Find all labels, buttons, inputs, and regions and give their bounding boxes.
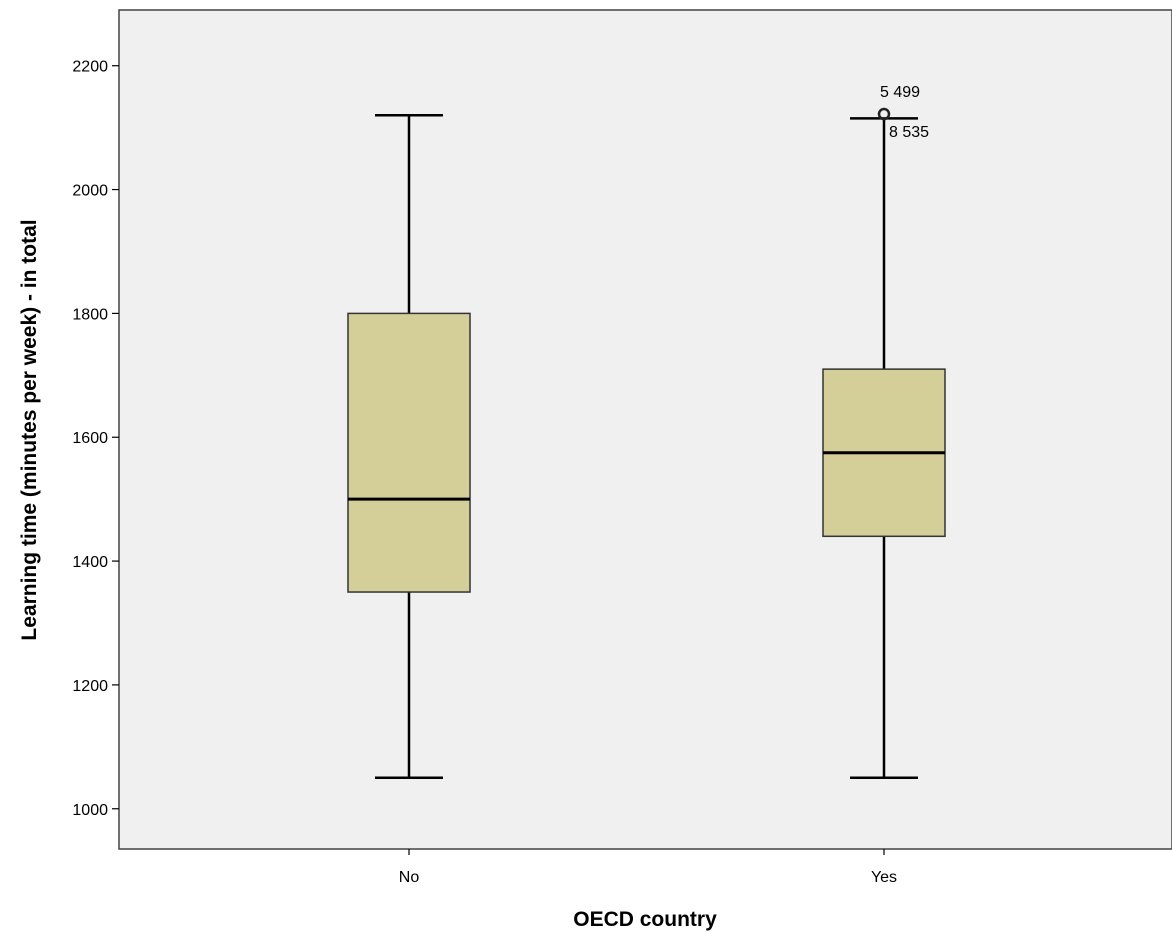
- y-axis-title: Learning time (minutes per week) - in to…: [18, 219, 41, 640]
- box-no: [347, 114, 471, 780]
- boxes: 5 499 8 535: [347, 84, 946, 780]
- y-tick-label: 2200: [72, 59, 108, 76]
- y-tick-label: 2000: [72, 183, 108, 200]
- x-axis-title: OECD country: [573, 908, 717, 931]
- plot-area: [118, 9, 1172, 850]
- box-yes: 5 499 8 535: [822, 84, 946, 780]
- y-tick-label: 1600: [72, 430, 108, 447]
- y-tick-label: 1400: [72, 554, 108, 571]
- y-tick-label: 1200: [72, 678, 108, 695]
- y-tick-label: 1000: [72, 802, 108, 819]
- x-axis: No Yes: [399, 849, 897, 886]
- outlier-label: 5 499: [880, 84, 920, 101]
- y-tick-label: 1800: [72, 306, 108, 323]
- outlier-label: 8 535: [889, 124, 929, 141]
- outlier-point: [877, 107, 891, 121]
- x-tick-label: Yes: [871, 869, 897, 886]
- y-axis: 1000 1200 1400 1600 1800 2000 2200: [72, 59, 119, 819]
- iqr-box: [347, 312, 471, 593]
- x-tick-label: No: [399, 869, 420, 886]
